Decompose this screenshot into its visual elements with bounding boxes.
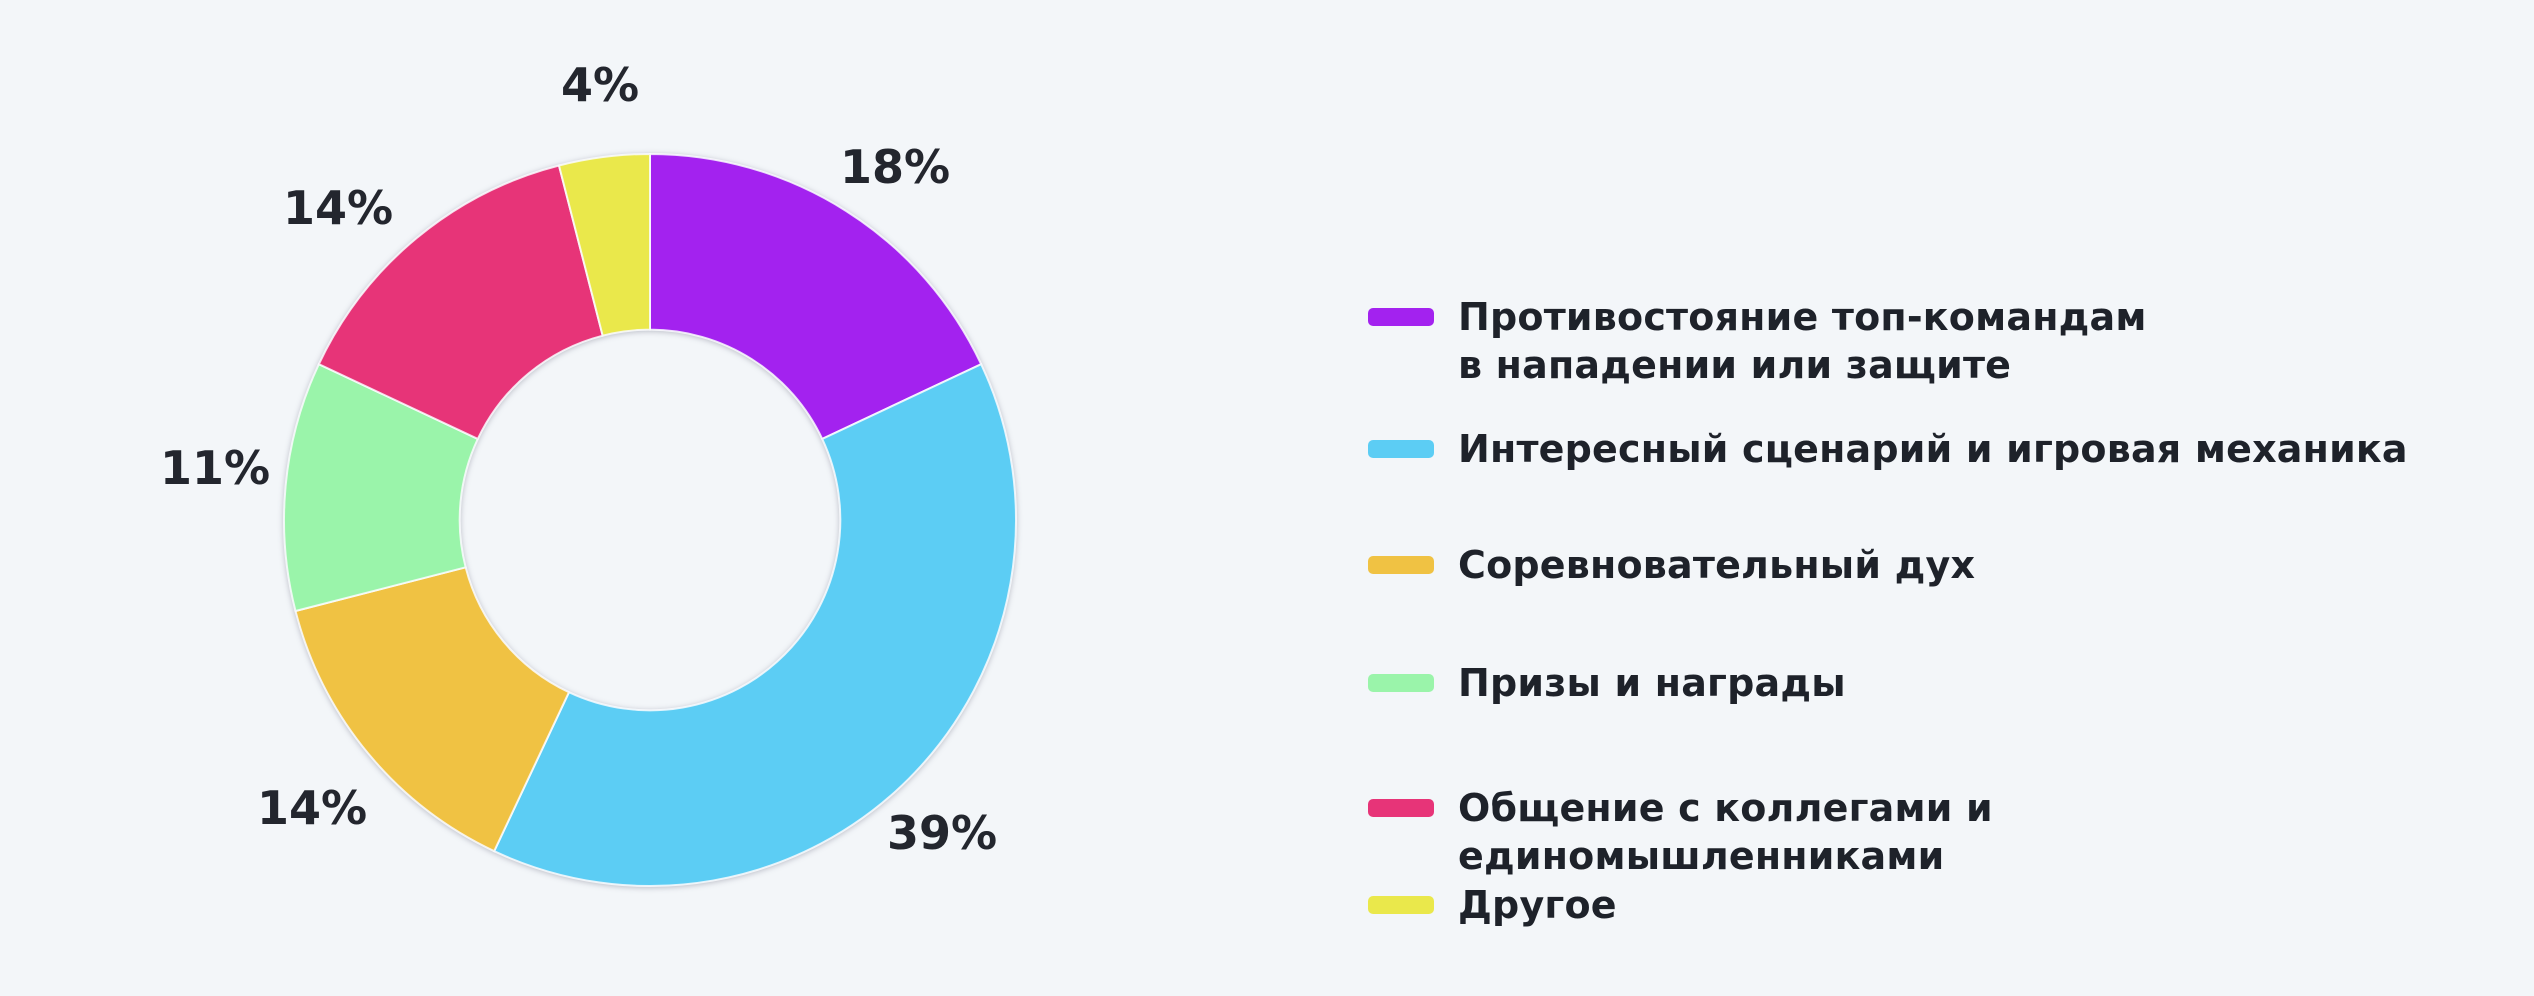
legend-swatch-pink bbox=[1368, 799, 1434, 817]
legend-swatch-yellow bbox=[1368, 896, 1434, 914]
donut-slice-1 bbox=[492, 362, 1017, 887]
legend-item: Соревновательный дух bbox=[1368, 541, 1975, 589]
slice-value-label: 14% bbox=[283, 181, 393, 235]
legend-swatch-green bbox=[1368, 674, 1434, 692]
legend-swatch-orange bbox=[1368, 556, 1434, 574]
legend-item: Противостояние топ-командам в нападении … bbox=[1368, 293, 2178, 389]
legend-item: Призы и награды bbox=[1368, 659, 1846, 707]
slice-value-label: 11% bbox=[160, 441, 270, 495]
legend-item: Общение с коллегами и единомышленниками bbox=[1368, 784, 2488, 880]
legend-label: Противостояние топ-командам в нападении … bbox=[1458, 295, 2147, 387]
legend-swatch-purple bbox=[1368, 308, 1434, 326]
legend-label: Призы и награды bbox=[1458, 661, 1846, 705]
legend-swatch-blue bbox=[1368, 440, 1434, 458]
legend-label: Общение с коллегами и единомышленниками bbox=[1458, 786, 1993, 878]
donut-slice-5 bbox=[557, 152, 651, 337]
donut-slice-0 bbox=[649, 152, 983, 441]
slice-value-label: 18% bbox=[840, 140, 950, 194]
slice-value-label: 39% bbox=[887, 806, 997, 860]
legend-item: Интересный сценарий и игровая механика bbox=[1368, 425, 2408, 473]
legend-item: Другое bbox=[1368, 881, 1617, 929]
chart-legend: Противостояние топ-командам в нападении … bbox=[1368, 0, 2488, 996]
donut-slice-4 bbox=[317, 164, 604, 441]
legend-label: Соревновательный дух bbox=[1458, 543, 1976, 587]
slice-value-label: 14% bbox=[257, 781, 367, 835]
legend-label: Интересный сценарий и игровая механика bbox=[1458, 427, 2408, 471]
legend-label: Другое bbox=[1458, 883, 1617, 927]
donut-slice-2 bbox=[294, 566, 571, 853]
slice-value-label: 4% bbox=[561, 58, 639, 112]
